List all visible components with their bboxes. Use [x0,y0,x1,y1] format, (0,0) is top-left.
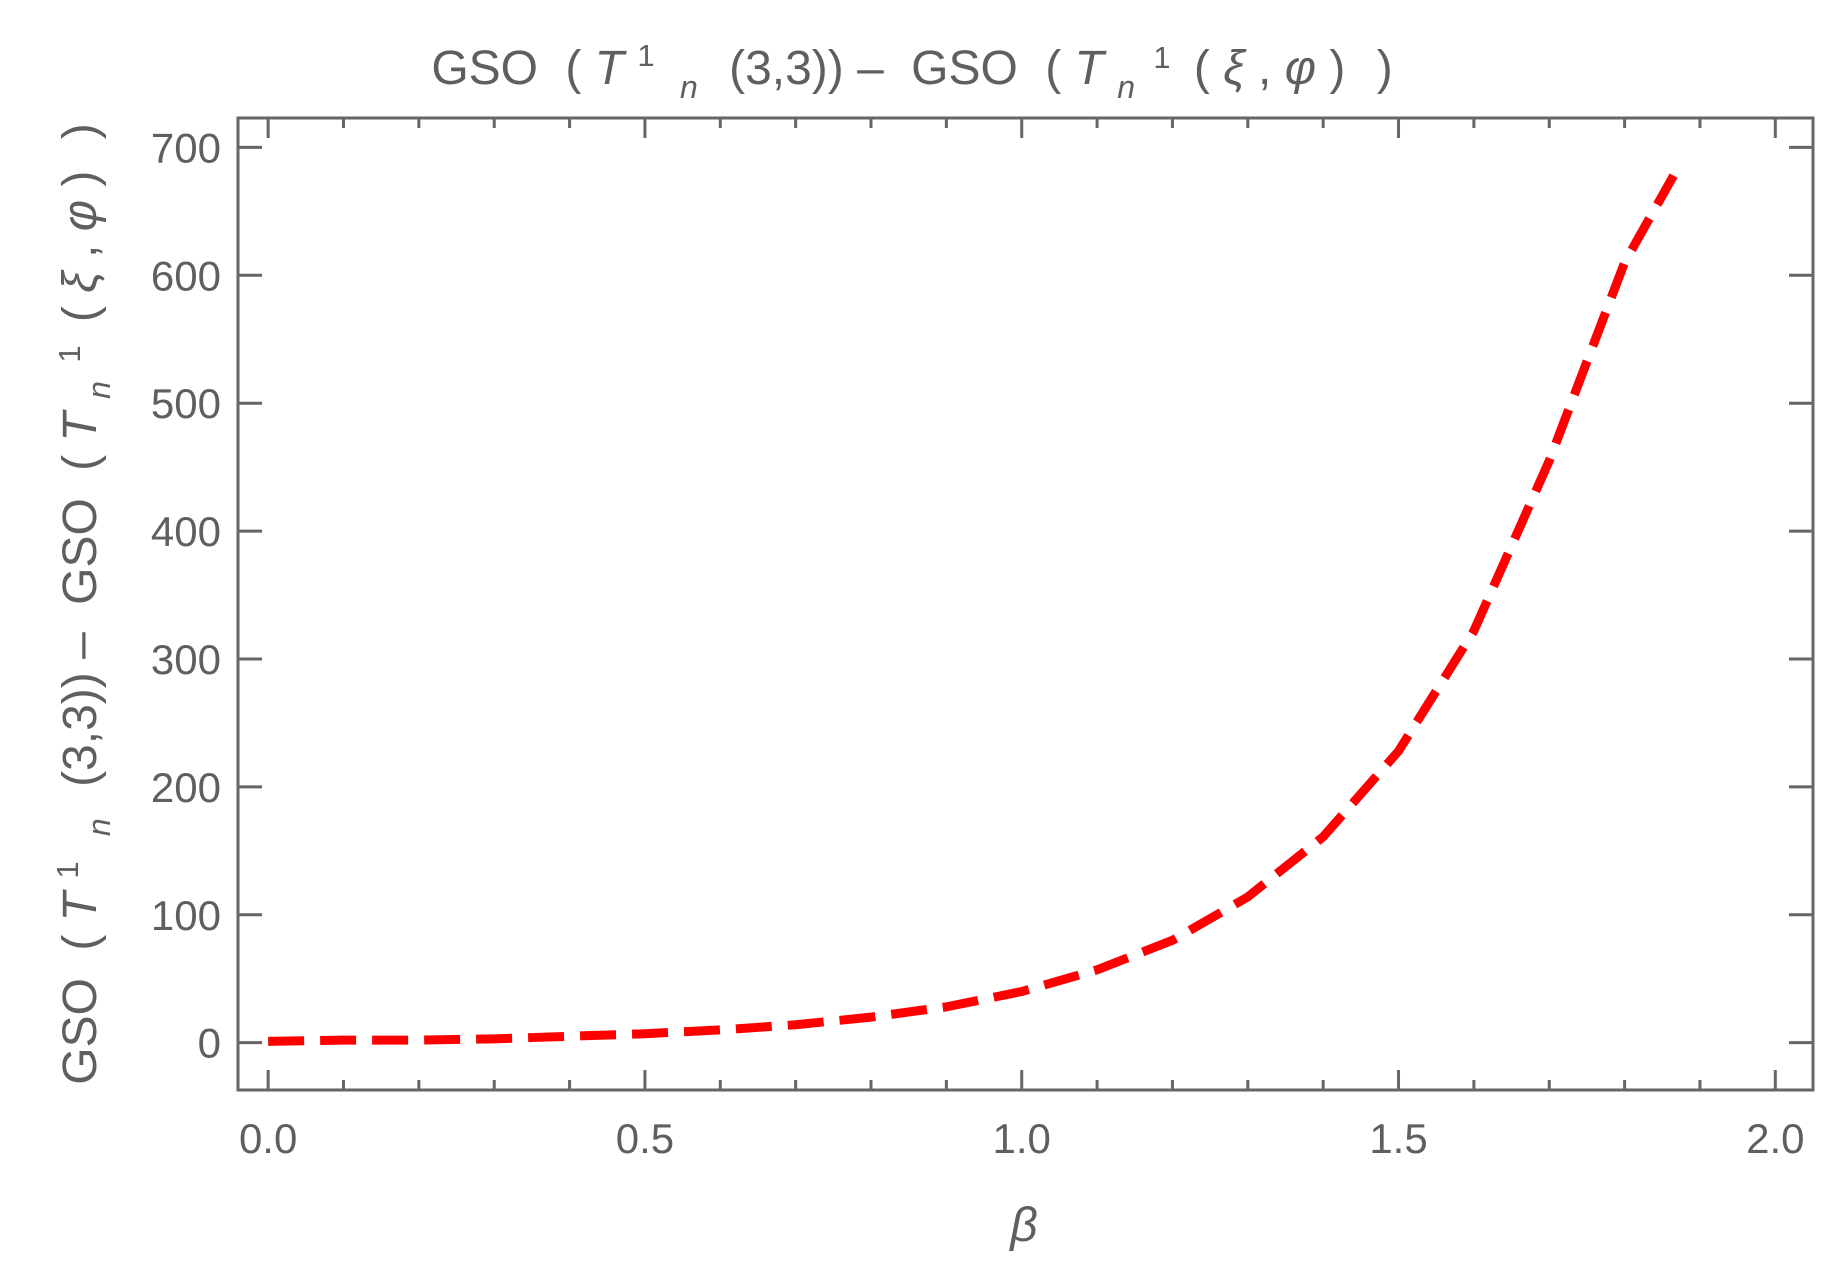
data-point [719,1029,721,1031]
ylabel-open-group-2: ( [54,455,107,471]
title-xi: ξ [1223,42,1247,95]
y-tick-label: 600 [151,252,221,299]
data-point [1247,896,1249,898]
data-series-layer [267,173,1678,1046]
title-second-superscript: 1 [1153,40,1170,75]
y-tick-label: 200 [151,764,221,811]
data-point [1398,750,1400,752]
ylabel-xi: ξ [54,269,107,293]
data-point [1473,630,1475,632]
ylabel-gso-prefix: GSO [54,978,107,1085]
data-point [1548,460,1550,462]
title-second-t: T [1075,42,1108,95]
data-point [1673,175,1675,177]
title-phi: φ [1285,42,1316,95]
ylabel-second-close: ) [54,171,107,187]
title-open-group-2: ( [1045,42,1061,95]
y-tick-label: 0 [198,1020,221,1067]
data-point [644,1033,646,1035]
ylabel-comma: , [54,231,107,258]
data-series-line [268,173,1678,1046]
data-point [1172,940,1174,942]
y-tick-label: 700 [151,124,221,171]
axis-ticks [238,118,1813,1090]
ylabel-subscript-n: n [81,818,117,836]
x-tick-label: 0.5 [616,1115,674,1162]
data-point [870,1016,872,1018]
data-point [1021,991,1023,993]
title-first-args: (3,3)) [729,42,844,95]
data-point [343,1039,345,1041]
title-second-open: ( [1194,42,1210,95]
x-tick-label: 2.0 [1746,1115,1804,1162]
y-tick-label: 300 [151,636,221,683]
title-comma: , [1258,42,1285,95]
y-tick-label: 500 [151,380,221,427]
y-axis-label: GSO ( T 1 n (3,3)) – GSO ( T n 1 ( ξ , φ… [36,123,121,1084]
title-final-close: ) [1377,42,1393,95]
data-point [569,1035,571,1037]
ylabel-second-t: T [54,408,107,441]
data-point [493,1038,495,1040]
x-axis-label: β [1008,1199,1037,1252]
chart-title: GSO ( T 1 n (3,3)) – GSO ( T n 1 ( ξ , φ… [431,24,1392,109]
ylabel-second-subscript: n [81,381,117,399]
ylabel-second-superscript: 1 [52,345,87,362]
ylabel-first-args: (3,3)) [54,672,107,787]
data-point [946,1006,948,1008]
title-superscript-one: 1 [637,38,654,73]
data-point [1322,836,1324,838]
ylabel-second-open: ( [54,306,107,322]
y-tick-label: 400 [151,508,221,555]
ylabel-open-group-1: ( [54,935,107,951]
data-point [795,1024,797,1026]
data-point [267,1041,269,1043]
ylabel-minus: – [54,632,107,659]
title-second-subscript: n [1117,69,1135,105]
y-tick-label: 100 [151,892,221,939]
title-second-close: ) [1329,42,1345,95]
x-tick-label: 1.0 [993,1115,1051,1162]
data-point [418,1039,420,1041]
ylabel-superscript-one: 1 [50,861,85,878]
title-subscript-n: n [680,69,698,105]
title-minus: – [857,42,884,95]
plot-frame [236,116,1815,1092]
x-tick-label: 0.0 [239,1115,297,1162]
ylabel-second-gso: GSO [54,498,107,605]
ylabel-phi: φ [54,200,107,231]
data-point [1624,262,1626,264]
title-t-symbol: T [595,42,628,95]
ylabel-t-symbol: T [54,888,107,921]
title-second-gso: GSO [911,42,1018,95]
title-gso-prefix: GSO [431,42,538,95]
data-point [1096,969,1098,971]
title-open-group-1: ( [565,42,581,95]
axis-tick-labels: 0.0 0.5 1.0 1.5 2.0 0 100 200 300 400 500 600 700 [151,124,1805,1162]
ylabel-final-close: ) [54,123,107,139]
x-tick-label: 1.5 [1369,1115,1427,1162]
